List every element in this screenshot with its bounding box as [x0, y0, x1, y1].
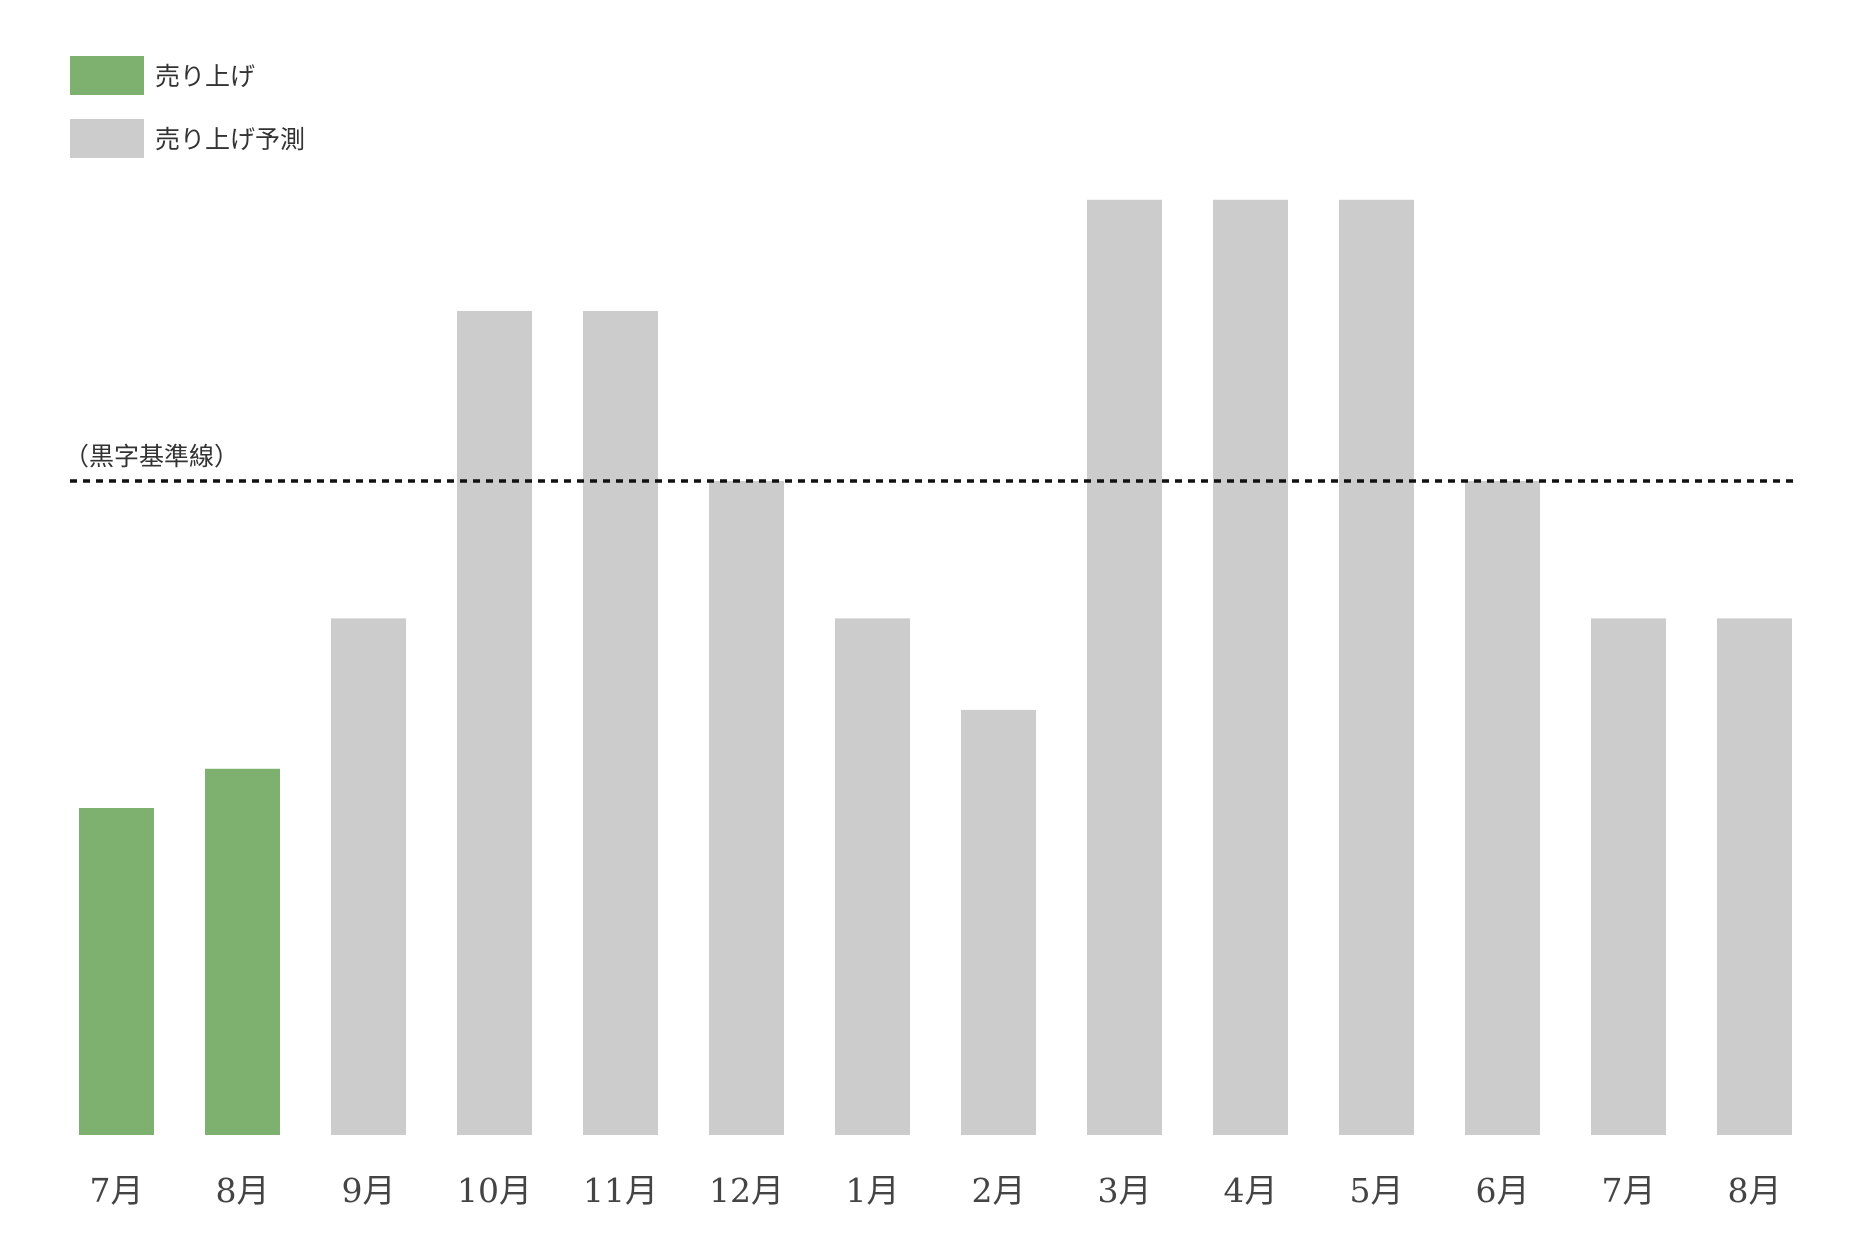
bar-10 — [1213, 199, 1288, 1135]
x-tick-label: 6月 — [1476, 1171, 1530, 1210]
legend-swatch-forecast — [70, 119, 144, 158]
bar-6 — [709, 481, 784, 1135]
x-tick-label: 5月 — [1350, 1171, 1404, 1210]
x-tick-label: 1月 — [846, 1171, 900, 1210]
x-tick-label: 7月 — [1602, 1171, 1656, 1210]
bar-4 — [457, 310, 532, 1136]
breakeven-label: （黒字基準線） — [64, 442, 239, 471]
bar-5 — [583, 310, 658, 1136]
x-tick-label: 8月 — [216, 1171, 270, 1210]
x-tick-label: 10月 — [457, 1171, 532, 1210]
bar-1 — [79, 808, 154, 1135]
bar-14 — [1717, 618, 1792, 1135]
bar-8 — [961, 709, 1036, 1135]
x-tick-label: 12月 — [709, 1171, 784, 1210]
bar-3 — [331, 618, 406, 1135]
x-tick-label: 3月 — [1098, 1171, 1152, 1210]
legend-label-actual: 売り上げ — [155, 62, 255, 91]
bar-7 — [835, 618, 910, 1135]
x-tick-label: 2月 — [972, 1171, 1026, 1210]
legend-label-forecast: 売り上げ予測 — [155, 125, 305, 154]
bar-12 — [1465, 481, 1540, 1135]
x-tick-label: 4月 — [1224, 1171, 1278, 1210]
bar-2 — [205, 768, 280, 1135]
x-tick-label: 7月 — [90, 1171, 144, 1210]
legend-swatch-actual — [70, 56, 144, 95]
bar-9 — [1087, 199, 1162, 1135]
x-tick-label: 8月 — [1728, 1171, 1782, 1210]
x-tick-label: 11月 — [583, 1171, 658, 1210]
bar-13 — [1591, 618, 1666, 1135]
bar-11 — [1339, 199, 1414, 1135]
x-tick-label: 9月 — [342, 1171, 396, 1210]
